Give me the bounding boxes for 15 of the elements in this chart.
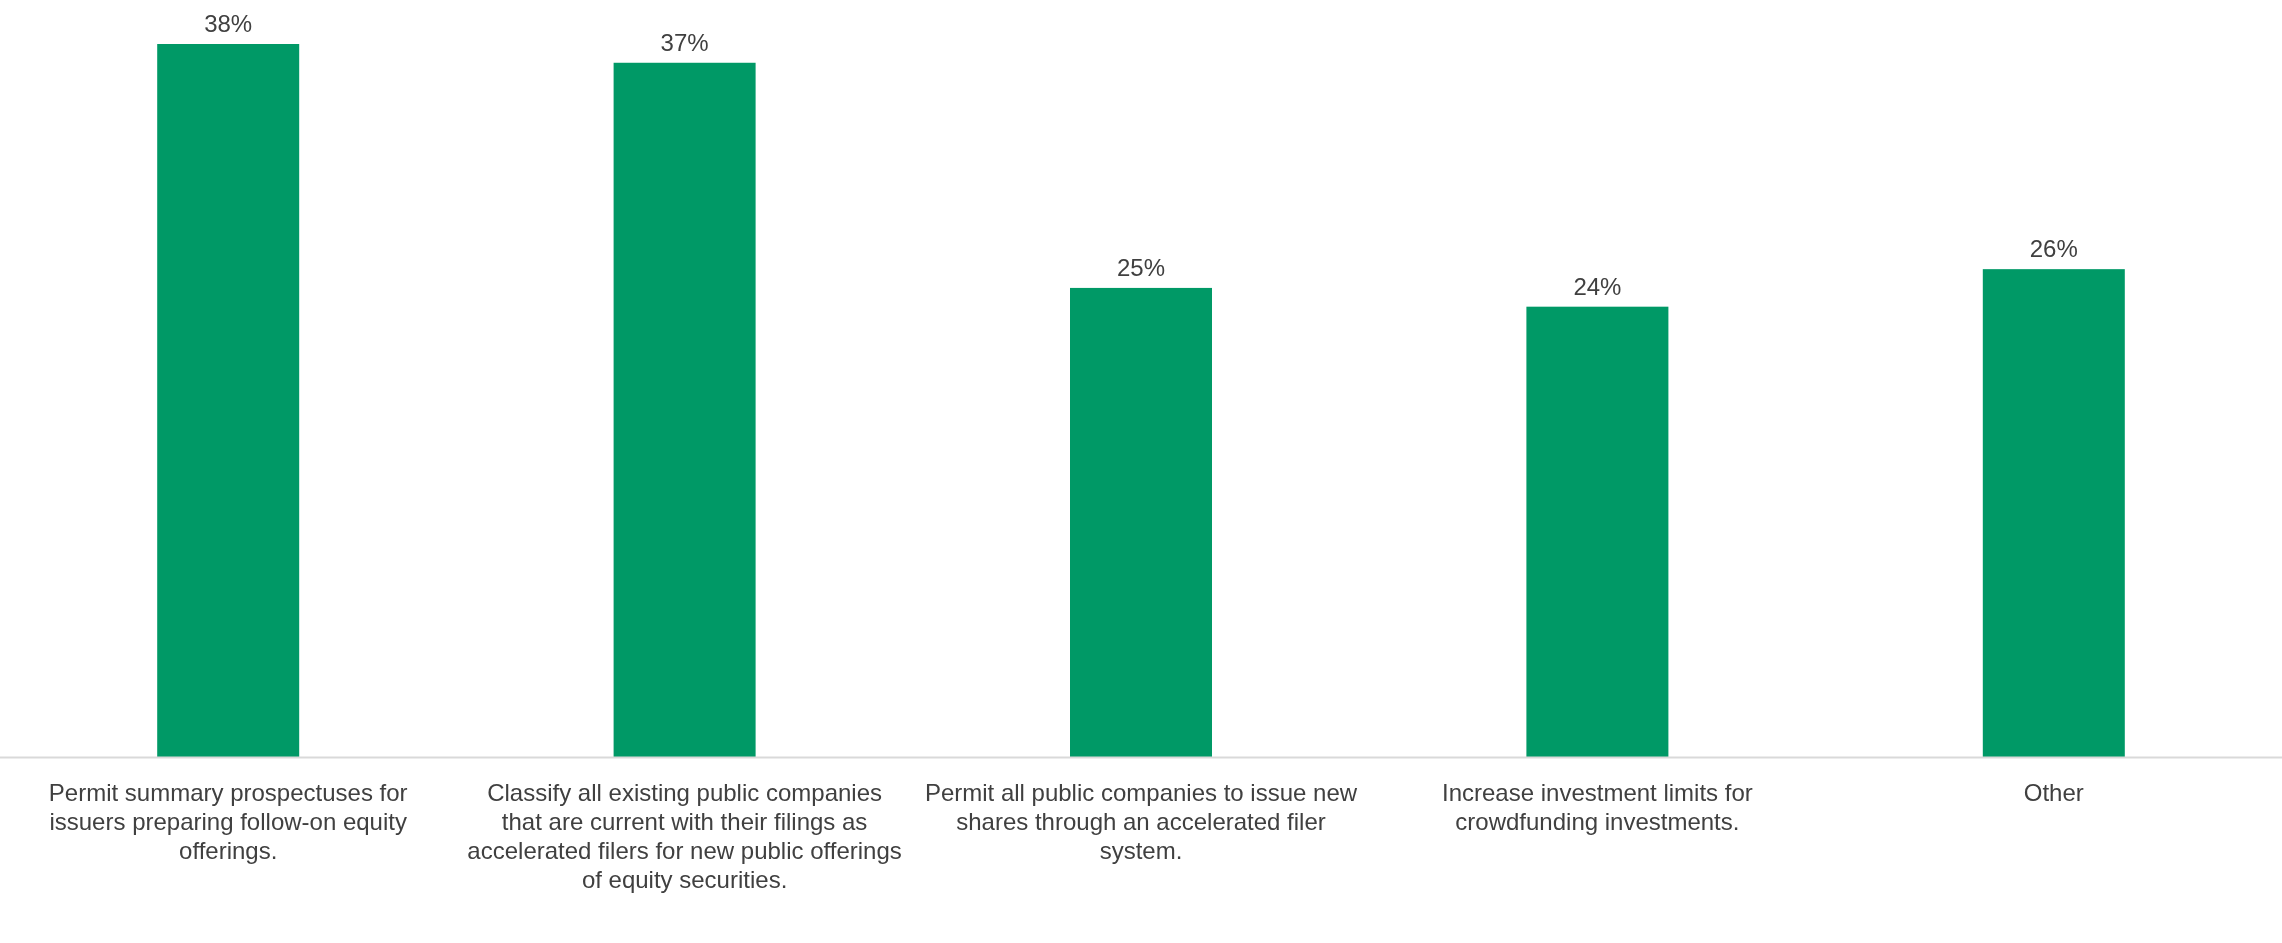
bar bbox=[1526, 306, 1669, 757]
bar bbox=[1982, 269, 2125, 757]
bar bbox=[613, 62, 756, 757]
x-tick-label: Other bbox=[2023, 779, 2084, 806]
bar bbox=[1070, 287, 1212, 757]
data-label: 25% bbox=[1116, 253, 1166, 281]
bar bbox=[157, 44, 300, 757]
data-label: 24% bbox=[1573, 272, 1622, 300]
data-label: 37% bbox=[660, 28, 709, 56]
x-tick-label: Permit all public companies to issue new shares through an accelerated filer system. bbox=[924, 779, 1358, 864]
x-tick-label: Permit summary prospectuses for issuers preparing follow-on equity offerings. bbox=[48, 779, 408, 864]
data-label: 26% bbox=[2029, 235, 2078, 263]
x-tick-label: Classify all existing public companies that are current with their filings as accelerated filers for new public offerings of equity securities. bbox=[467, 779, 902, 893]
data-label: 38% bbox=[204, 10, 253, 37]
x-tick-label: Increase investment limits for crowdfunding investments. bbox=[1442, 779, 1753, 835]
